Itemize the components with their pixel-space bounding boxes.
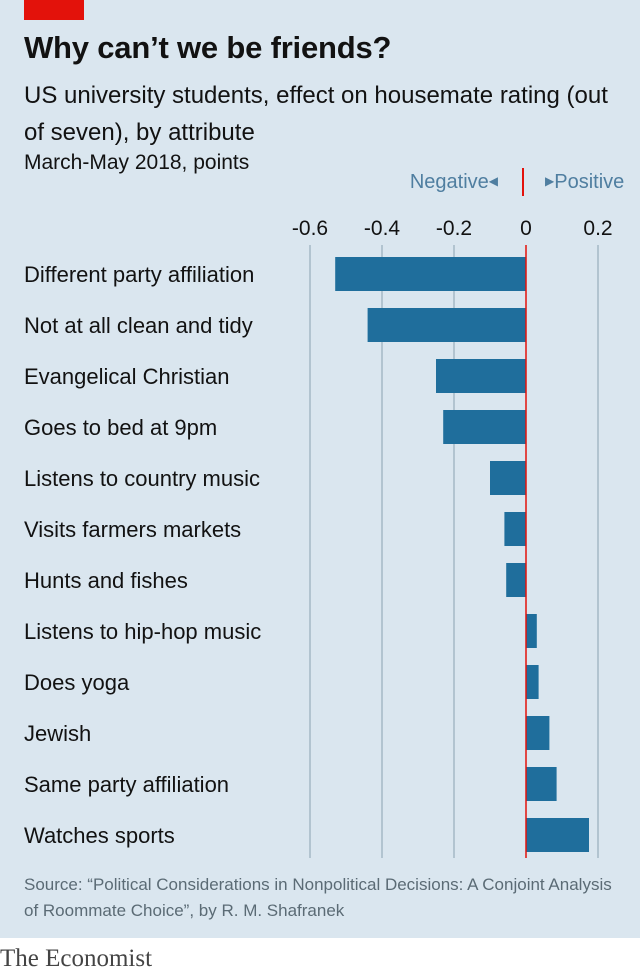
bar (367, 308, 526, 342)
right-arrow-icon: ▶ (545, 174, 555, 188)
category-label: Listens to hip-hop music (24, 619, 261, 644)
category-label: Hunts and fishes (24, 568, 188, 593)
bar (490, 461, 526, 495)
x-tick-label: 0 (520, 217, 532, 240)
category-label: Different party affiliation (24, 262, 254, 287)
bar (526, 716, 550, 750)
x-axis-ticks: -0.6 -0.4 -0.2 0 0.2 (292, 217, 613, 240)
category-label: Jewish (24, 721, 91, 746)
chart-title: Why can’t we be friends? (24, 30, 392, 65)
brand-red-tag (24, 0, 84, 20)
bar (504, 512, 526, 546)
bar (506, 563, 526, 597)
left-arrow-icon: ◀ (488, 174, 498, 188)
x-tick-label: -0.2 (436, 217, 472, 240)
positive-direction-label: ▶Positive (545, 171, 624, 194)
bar (526, 818, 589, 852)
source-note: Source: “Political Considerations in Non… (24, 875, 612, 920)
bar (526, 767, 557, 801)
category-label: Listens to country music (24, 466, 260, 491)
bar (443, 410, 526, 444)
x-tick-label: -0.6 (292, 217, 328, 240)
category-label: Goes to bed at 9pm (24, 415, 217, 440)
category-label: Same party affiliation (24, 772, 229, 797)
x-tick-label: -0.4 (364, 217, 401, 240)
positive-label-text: Positive (554, 171, 625, 193)
chart-unit-label: March-May 2018, points (24, 151, 250, 174)
category-label: Watches sports (24, 823, 175, 848)
economist-logo: The Economist (0, 945, 153, 972)
category-label: Evangelical Christian (24, 364, 229, 389)
bar (335, 257, 526, 291)
direction-divider (522, 168, 524, 196)
category-label: Does yoga (24, 670, 130, 695)
bars (335, 257, 589, 852)
chart-subtitle: US university students, effect on housem… (24, 82, 608, 146)
bar-chart: -0.6 -0.4 -0.2 0 0.2 Different party affilia… (24, 217, 613, 858)
category-labels: Different party affiliation Not at all cl… (24, 262, 261, 848)
gridlines (309, 245, 599, 858)
x-tick-label: 0.2 (583, 217, 612, 240)
negative-label-text: Negative (409, 171, 489, 193)
bar (526, 665, 539, 699)
category-label: Not at all clean and tidy (24, 313, 253, 338)
category-label: Visits farmers markets (24, 517, 241, 542)
bar (526, 614, 537, 648)
bar (436, 359, 526, 393)
negative-direction-label: Negative◀ (410, 171, 498, 194)
